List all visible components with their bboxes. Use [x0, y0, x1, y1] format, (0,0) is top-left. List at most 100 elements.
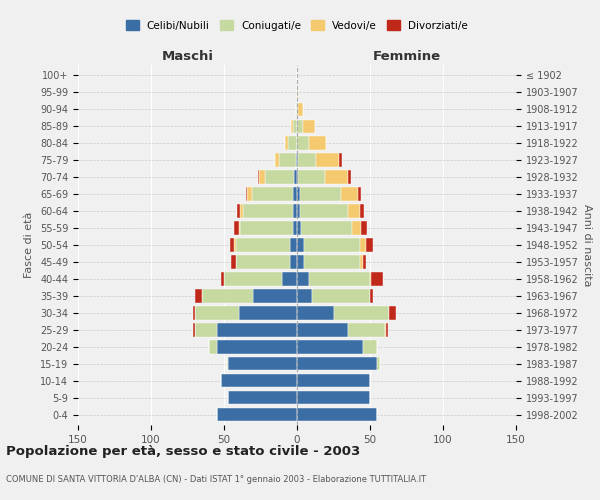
Bar	[229, 357, 297, 370]
Bar	[294, 170, 297, 183]
Bar	[297, 357, 377, 370]
Bar	[308, 136, 326, 149]
Bar	[291, 120, 293, 133]
Bar	[297, 238, 304, 252]
Bar	[325, 170, 348, 183]
Bar	[224, 272, 283, 285]
Bar	[290, 256, 297, 268]
Bar	[377, 357, 380, 370]
Bar	[234, 222, 239, 234]
Bar	[297, 290, 311, 302]
Bar	[246, 188, 247, 200]
Bar	[257, 170, 259, 183]
Bar	[297, 340, 362, 353]
Bar	[193, 306, 195, 320]
Bar	[253, 290, 297, 302]
Bar	[297, 374, 370, 388]
Bar	[293, 120, 297, 133]
Bar	[247, 188, 252, 200]
Y-axis label: Anni di nascita: Anni di nascita	[583, 204, 592, 286]
Y-axis label: Fasce di età: Fasce di età	[25, 212, 34, 278]
Bar	[297, 154, 298, 166]
Bar	[386, 324, 388, 336]
Bar	[227, 357, 229, 370]
Bar	[296, 154, 297, 166]
Text: COMUNE DI SANTA VITTORIA D'ALBA (CN) - Dati ISTAT 1° gennaio 2003 - Elaborazione: COMUNE DI SANTA VITTORIA D'ALBA (CN) - D…	[6, 476, 426, 484]
Bar	[304, 238, 360, 252]
Bar	[195, 306, 239, 320]
Legend: Celibi/Nubili, Coniugati/e, Vedovi/e, Divorziati/e: Celibi/Nubili, Coniugati/e, Vedovi/e, Di…	[122, 16, 472, 35]
Bar	[362, 340, 377, 353]
Bar	[293, 204, 297, 218]
Bar	[221, 374, 297, 388]
Bar	[297, 408, 377, 422]
Bar	[202, 290, 253, 302]
Bar	[348, 324, 385, 336]
Bar	[348, 170, 351, 183]
Bar	[297, 136, 308, 149]
Bar	[239, 306, 297, 320]
Bar	[221, 272, 224, 285]
Bar	[298, 170, 325, 183]
Bar	[240, 204, 243, 218]
Bar	[348, 204, 360, 218]
Bar	[358, 188, 361, 200]
Bar	[389, 306, 396, 320]
Bar	[297, 86, 298, 99]
Bar	[239, 222, 240, 234]
Bar	[217, 408, 297, 422]
Bar	[304, 256, 360, 268]
Bar	[360, 204, 364, 218]
Bar	[195, 290, 202, 302]
Text: Maschi: Maschi	[161, 50, 214, 64]
Bar	[316, 154, 340, 166]
Bar	[361, 222, 367, 234]
Text: Femmine: Femmine	[373, 50, 440, 64]
Bar	[362, 256, 365, 268]
Bar	[293, 188, 297, 200]
Bar	[290, 238, 297, 252]
Bar	[229, 391, 297, 404]
Bar	[334, 306, 389, 320]
Bar	[193, 324, 195, 336]
Bar	[234, 238, 236, 252]
Bar	[275, 154, 280, 166]
Bar	[240, 222, 293, 234]
Bar	[371, 272, 383, 285]
Bar	[217, 324, 297, 336]
Bar	[300, 188, 341, 200]
Bar	[237, 204, 240, 218]
Bar	[286, 136, 288, 149]
Bar	[365, 238, 373, 252]
Bar	[352, 222, 361, 234]
Bar	[300, 204, 348, 218]
Bar	[236, 238, 290, 252]
Bar	[195, 324, 217, 336]
Bar	[360, 238, 365, 252]
Bar	[385, 324, 386, 336]
Bar	[370, 290, 373, 302]
Bar	[298, 154, 316, 166]
Bar	[298, 102, 303, 116]
Bar	[297, 272, 308, 285]
Bar	[283, 272, 297, 285]
Bar	[232, 256, 236, 268]
Bar	[340, 154, 342, 166]
Bar	[217, 340, 297, 353]
Bar	[311, 290, 370, 302]
Bar	[252, 188, 293, 200]
Bar	[297, 120, 303, 133]
Bar	[297, 222, 301, 234]
Bar	[296, 102, 297, 116]
Bar	[209, 340, 217, 353]
Bar	[297, 170, 298, 183]
Bar	[280, 154, 296, 166]
Bar	[360, 256, 363, 268]
Bar	[297, 204, 300, 218]
Bar	[308, 272, 370, 285]
Bar	[297, 188, 300, 200]
Bar	[370, 272, 371, 285]
Text: Popolazione per età, sesso e stato civile - 2003: Popolazione per età, sesso e stato civil…	[6, 445, 360, 458]
Bar	[303, 120, 314, 133]
Bar	[265, 170, 294, 183]
